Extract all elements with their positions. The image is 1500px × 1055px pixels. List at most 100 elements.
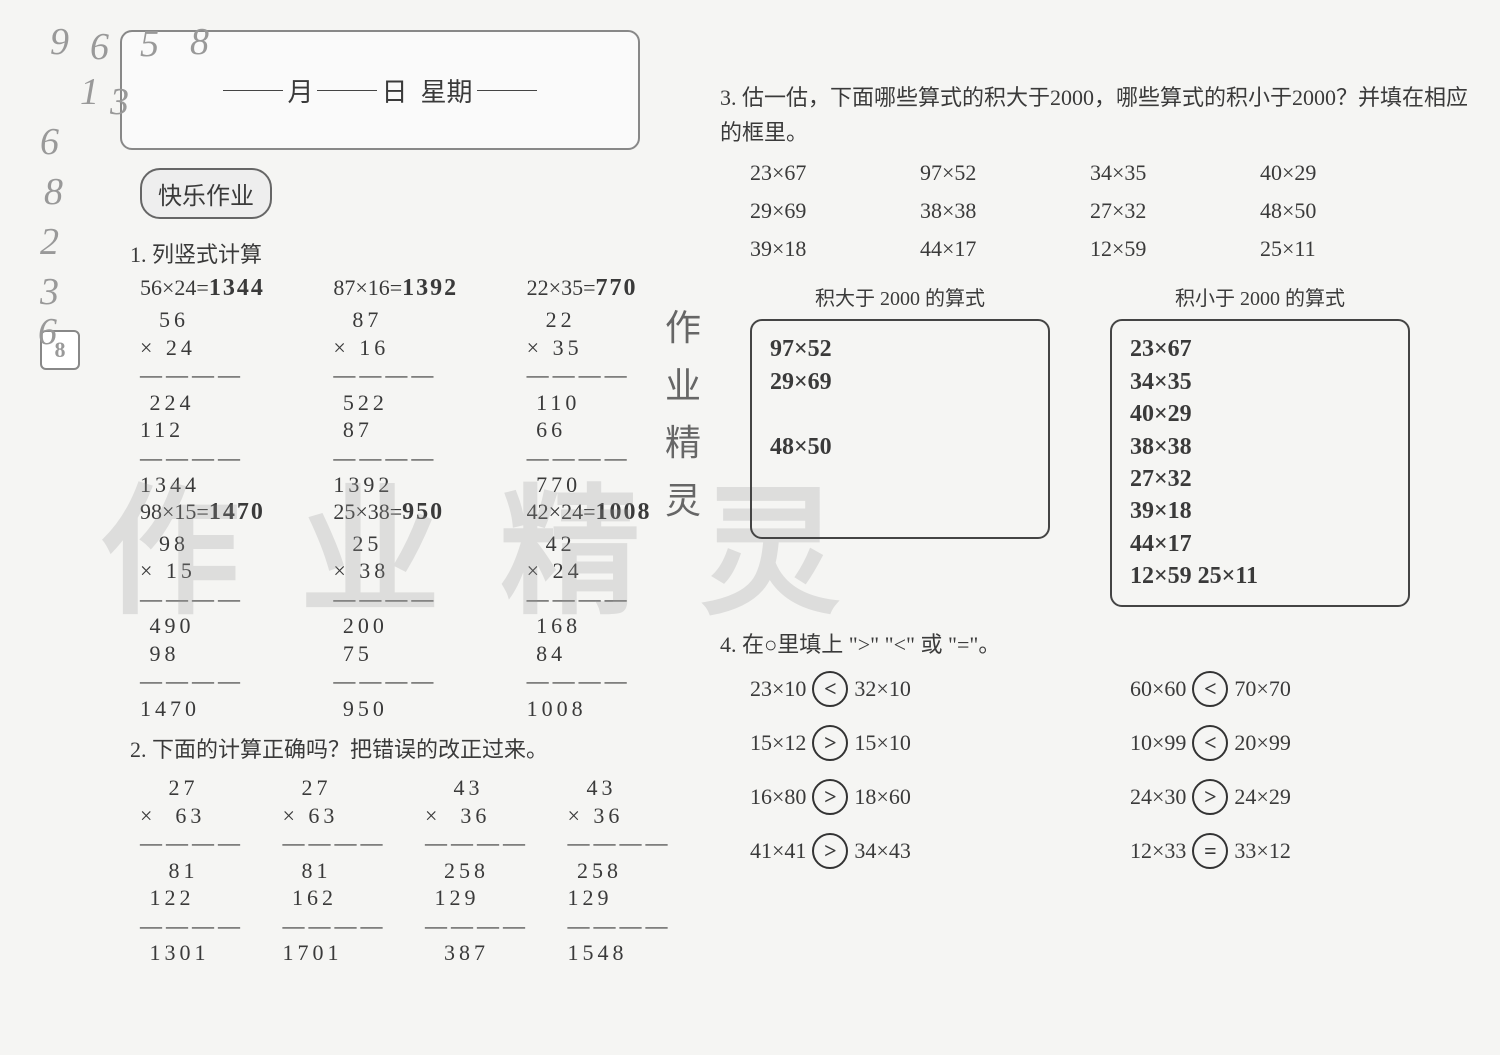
q4-left-expr: 10×99 (1130, 730, 1186, 756)
q1-expression: 25×38= (333, 499, 402, 524)
q4-right-expr: 33×12 (1234, 838, 1290, 864)
q3-expression: 40×29 (1260, 160, 1410, 186)
q2-title: 2. 下面的计算正确吗？把错误的改正过来。 (130, 732, 690, 764)
q4-item: 60×60<70×70 (1130, 671, 1470, 707)
q2-corrected-calc[interactable]: 27 × 63 ———— 81 162 ———— 1701 (283, 774, 406, 967)
q3-expression-grid: 23×67 97×52 34×35 40×29 29×69 38×38 27×32 48×50… (750, 160, 1470, 262)
q3-expression: 34×35 (1090, 160, 1240, 186)
q1-title: 1. 列竖式计算 (130, 237, 690, 269)
q1-answer[interactable]: 950 (402, 499, 444, 525)
q4-operator-circle[interactable]: > (1192, 779, 1228, 815)
q1-vertical-calc[interactable]: 25 × 38 ———— 200 75 ———— 950 (333, 530, 496, 723)
day-blank[interactable] (317, 90, 377, 91)
q3-expression: 38×38 (920, 198, 1070, 224)
q4-item: 10×99<20×99 (1130, 725, 1470, 761)
q4-operator-circle[interactable]: > (812, 833, 848, 869)
q1-answer[interactable]: 1392 (402, 275, 458, 301)
q1-answer[interactable]: 1344 (209, 275, 265, 301)
q4-item: 15×12>15×10 (750, 725, 1090, 761)
vert-char: 业 (665, 358, 701, 416)
q4-right-expr: 70×70 (1234, 676, 1290, 702)
q3-expression: 97×52 (920, 160, 1070, 186)
decor-number: 6 (38, 310, 57, 354)
q1-expression: 98×15= (140, 499, 209, 524)
q4-item: 24×30>24×29 (1130, 779, 1470, 815)
lt-box-label: 积小于 2000 的算式 (1110, 282, 1410, 311)
q3-expression: 12×59 (1090, 236, 1240, 262)
q4-operator-circle[interactable]: < (1192, 671, 1228, 707)
decor-number: 2 (40, 220, 59, 264)
q4-item: 23×10<32×10 (750, 671, 1090, 707)
decor-number: 6 (90, 25, 109, 69)
q3-expression: 29×69 (750, 198, 900, 224)
q4-right-expr: 20×99 (1234, 730, 1290, 756)
decor-number: 3 (110, 80, 129, 124)
q1-answer[interactable]: 770 (595, 275, 637, 301)
q4-operator-circle[interactable]: < (1192, 725, 1228, 761)
decor-number: 8 (44, 170, 63, 214)
q1-expression: 87×16= (333, 275, 402, 300)
decor-number: 9 (50, 20, 69, 64)
q2-corrected-calc[interactable]: 43 × 36 ———— 258 129 ———— 1548 (568, 774, 691, 967)
week-blank[interactable] (477, 90, 537, 91)
q3-expression: 23×67 (750, 160, 900, 186)
q4-title: 4. 在○里填上 ">" "<" 或 "="。 (720, 627, 1470, 659)
q1-vertical-calc[interactable]: 87 × 16 ———— 522 87 ———— 1392 (333, 306, 496, 499)
gt-box-column: 积大于 2000 的算式 97×52 29×69 48×50 (750, 282, 1050, 606)
vert-char: 精 (665, 415, 701, 473)
q3-title: 3. 估一估，下面哪些算式的积大于2000，哪些算式的积小于2000？并填在相应… (720, 80, 1470, 150)
q1-vertical-calc[interactable]: 98 × 15 ———— 490 98 ———— 1470 (140, 530, 303, 723)
q4-right-expr: 32×10 (854, 676, 910, 702)
q3-expression: 44×17 (920, 236, 1070, 262)
left-margin-decor: 8 96581368236 (30, 20, 90, 1035)
q4-left-expr: 15×12 (750, 730, 806, 756)
q4-left-expr: 23×10 (750, 676, 806, 702)
q4-operator-circle[interactable]: < (812, 671, 848, 707)
gt-box-label: 积大于 2000 的算式 (750, 282, 1050, 311)
vert-char: 灵 (665, 473, 701, 531)
decor-number: 8 (190, 20, 209, 64)
q4-operator-circle[interactable]: > (812, 725, 848, 761)
q4-left-expr: 16×80 (750, 784, 806, 810)
q4-right-expr: 24×29 (1234, 784, 1290, 810)
q4-operator-circle[interactable]: > (812, 779, 848, 815)
q4-right-expr: 18×60 (854, 784, 910, 810)
q1-answer[interactable]: 1008 (595, 499, 651, 525)
q3-expression: 25×11 (1260, 236, 1410, 262)
q3-boxes: 积大于 2000 的算式 97×52 29×69 48×50 积小于 2000 … (750, 282, 1470, 606)
q1-vertical-calc[interactable]: 56 × 24 ———— 224 112 ———— 1344 (140, 306, 303, 499)
q1-vertical-calc[interactable]: 42 × 24 ———— 168 84 ———— 1008 (527, 530, 690, 723)
vertical-watermark: 作业精灵 (665, 300, 701, 530)
q1-cell: 87×16=1392 87 × 16 ———— 522 87 ———— 1392 (333, 275, 496, 499)
decor-number: 1 (80, 70, 99, 114)
q1-answer[interactable]: 1470 (209, 499, 265, 525)
q1-expression: 22×35= (527, 275, 596, 300)
q4-item: 16×80>18×60 (750, 779, 1090, 815)
decor-number: 6 (40, 120, 59, 164)
q1-cell: 98×15=1470 98 × 15 ———— 490 98 ———— 1470 (140, 499, 303, 723)
q3-expression: 48×50 (1260, 198, 1410, 224)
right-column: 作业精灵 3. 估一估，下面哪些算式的积大于2000，哪些算式的积小于2000？… (690, 20, 1470, 1035)
q4-grid: 23×10<32×1060×60<70×7015×12>15×1010×99<2… (750, 671, 1470, 869)
gt-answer-box[interactable]: 97×52 29×69 48×50 (750, 319, 1050, 539)
q1-cell: 42×24=1008 42 × 24 ———— 168 84 ———— 1008 (527, 499, 690, 723)
q4-item: 41×41>34×43 (750, 833, 1090, 869)
day-label: 日 (381, 72, 407, 109)
q1-cell: 56×24=1344 56 × 24 ———— 224 112 ———— 134… (140, 275, 303, 499)
q4-right-expr: 15×10 (854, 730, 910, 756)
month-blank[interactable] (223, 90, 283, 91)
q2-row: 27 × 63 ———— 81 122 ———— 1301 27 × 63 ——… (140, 770, 690, 967)
decor-number: 3 (40, 270, 59, 314)
q3-expression: 27×32 (1090, 198, 1240, 224)
q1-grid: 56×24=1344 56 × 24 ———— 224 112 ———— 134… (100, 275, 690, 722)
vert-char: 作 (665, 300, 701, 358)
q1-row: 56×24=1344 56 × 24 ———— 224 112 ———— 134… (140, 275, 690, 499)
q4-right-expr: 34×43 (854, 838, 910, 864)
q4-item: 12×33=33×12 (1130, 833, 1470, 869)
decor-number: 5 (140, 22, 159, 66)
q4-left-expr: 60×60 (1130, 676, 1186, 702)
homework-badge: 快乐作业 (140, 168, 272, 219)
lt-answer-box[interactable]: 23×67 34×35 40×29 38×38 27×32 39×18 44×1… (1110, 319, 1410, 606)
q4-left-expr: 24×30 (1130, 784, 1186, 810)
q4-operator-circle[interactable]: = (1192, 833, 1228, 869)
